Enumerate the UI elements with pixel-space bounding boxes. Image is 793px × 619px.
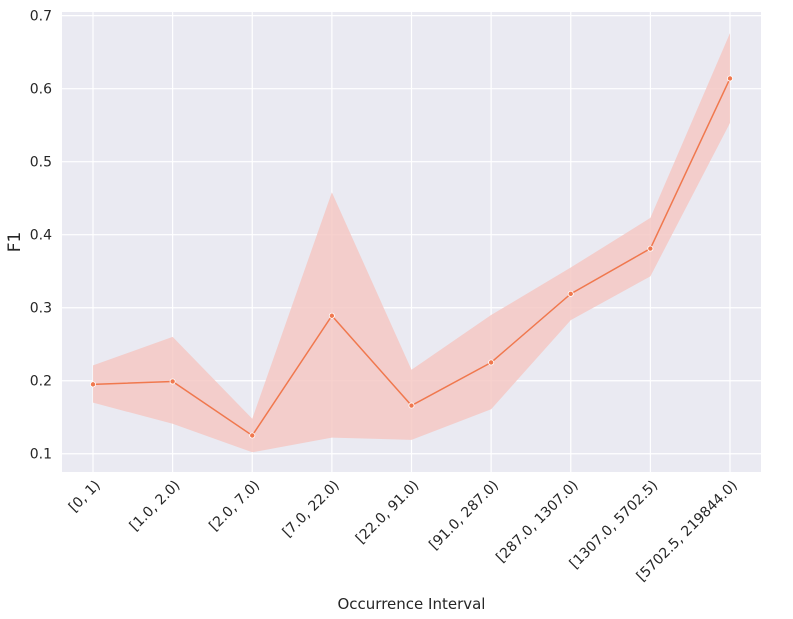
y-tick-label-2: 0.3	[30, 301, 52, 317]
y-tick-label-1: 0.2	[30, 374, 52, 390]
y-tick-label-5: 0.6	[30, 82, 52, 98]
x-tick-label-1: [1.0, 2.0)	[127, 478, 184, 535]
data-point-8	[727, 75, 734, 82]
y-tick-label-0: 0.1	[30, 447, 52, 463]
data-point-3	[328, 312, 335, 319]
data-point-0	[90, 381, 97, 388]
y-tick-label-6: 0.7	[30, 9, 52, 25]
confidence-band	[93, 33, 730, 453]
data-point-6	[567, 290, 574, 297]
y-axis-title: F1	[5, 232, 25, 253]
y-tick-label-3: 0.4	[30, 228, 52, 244]
x-tick-label-0: [0, 1)	[66, 478, 104, 516]
x-axis-ticks: [0, 1) [1.0, 2.0) [2.0, 7.0) [7.0, 22.0) [22…	[66, 478, 741, 585]
data-point-7	[647, 245, 654, 252]
data-point-4	[408, 402, 415, 409]
y-tick-label-4: 0.5	[30, 155, 52, 171]
x-tick-label-3: [7.0, 22.0)	[280, 478, 343, 541]
x-tick-label-4: [22.0, 91.0)	[353, 478, 422, 547]
data-point-2	[249, 432, 256, 439]
data-points	[90, 75, 734, 439]
x-axis-title: Occurrence Interval	[338, 595, 486, 613]
data-point-5	[488, 359, 495, 366]
x-tick-label-6: [287.0, 1307.0)	[493, 478, 581, 566]
x-tick-label-5: [91.0, 287.0)	[426, 478, 502, 554]
x-tick-label-2: [2.0, 7.0)	[206, 478, 263, 535]
x-tick-label-7: [1307.0, 5702.5)	[567, 478, 662, 573]
y-axis-ticks: 0.1 0.2 0.3 0.4 0.5 0.6 0.7	[30, 9, 52, 463]
data-point-1	[169, 378, 176, 385]
